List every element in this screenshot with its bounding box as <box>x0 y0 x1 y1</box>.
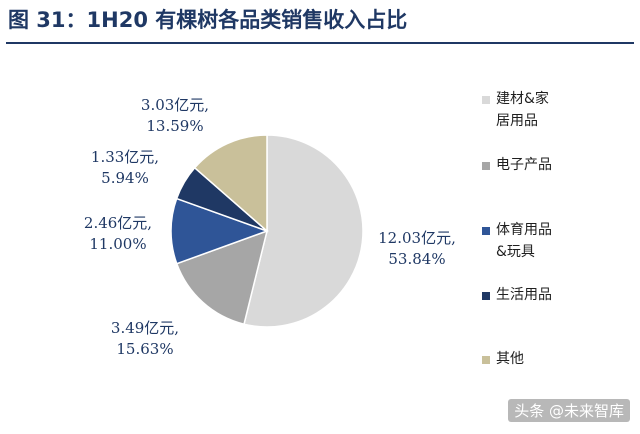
legend-label: 生活用品 <box>496 287 552 303</box>
legend-swatch <box>482 227 490 235</box>
chart-title: 图 31：1H20 有棵树各品类销售收入占比 <box>8 8 408 32</box>
watermark: 头条 @未来智库 <box>508 399 630 422</box>
slice-label-electronics: 3.49亿元, 15.63% <box>110 319 180 358</box>
slice-label-daily-goods: 1.33亿元, 5.94% <box>90 148 160 187</box>
legend-label: 建材&家 居用品 <box>496 91 549 129</box>
slice-sports-toys <box>170 197 270 265</box>
legend-label: 其他 <box>496 351 524 367</box>
title-underline <box>6 42 634 44</box>
legend-swatch <box>482 96 490 104</box>
legend-label: 体育用品 &玩具 <box>496 222 552 260</box>
legend-swatch <box>482 292 490 300</box>
slice-building-home <box>243 134 364 328</box>
legend-swatch <box>482 162 490 170</box>
slice-label-building-home: 12.03亿元, 53.84% <box>378 229 456 268</box>
slice-label-other: 3.03亿元, 13.59% <box>140 96 210 135</box>
slice-electronics <box>175 229 269 326</box>
legend-swatch <box>482 356 490 364</box>
legend-label: 电子产品 <box>496 157 552 173</box>
slice-other <box>193 134 268 233</box>
slice-label-sports-toys: 2.46亿元, 11.00% <box>83 214 153 253</box>
